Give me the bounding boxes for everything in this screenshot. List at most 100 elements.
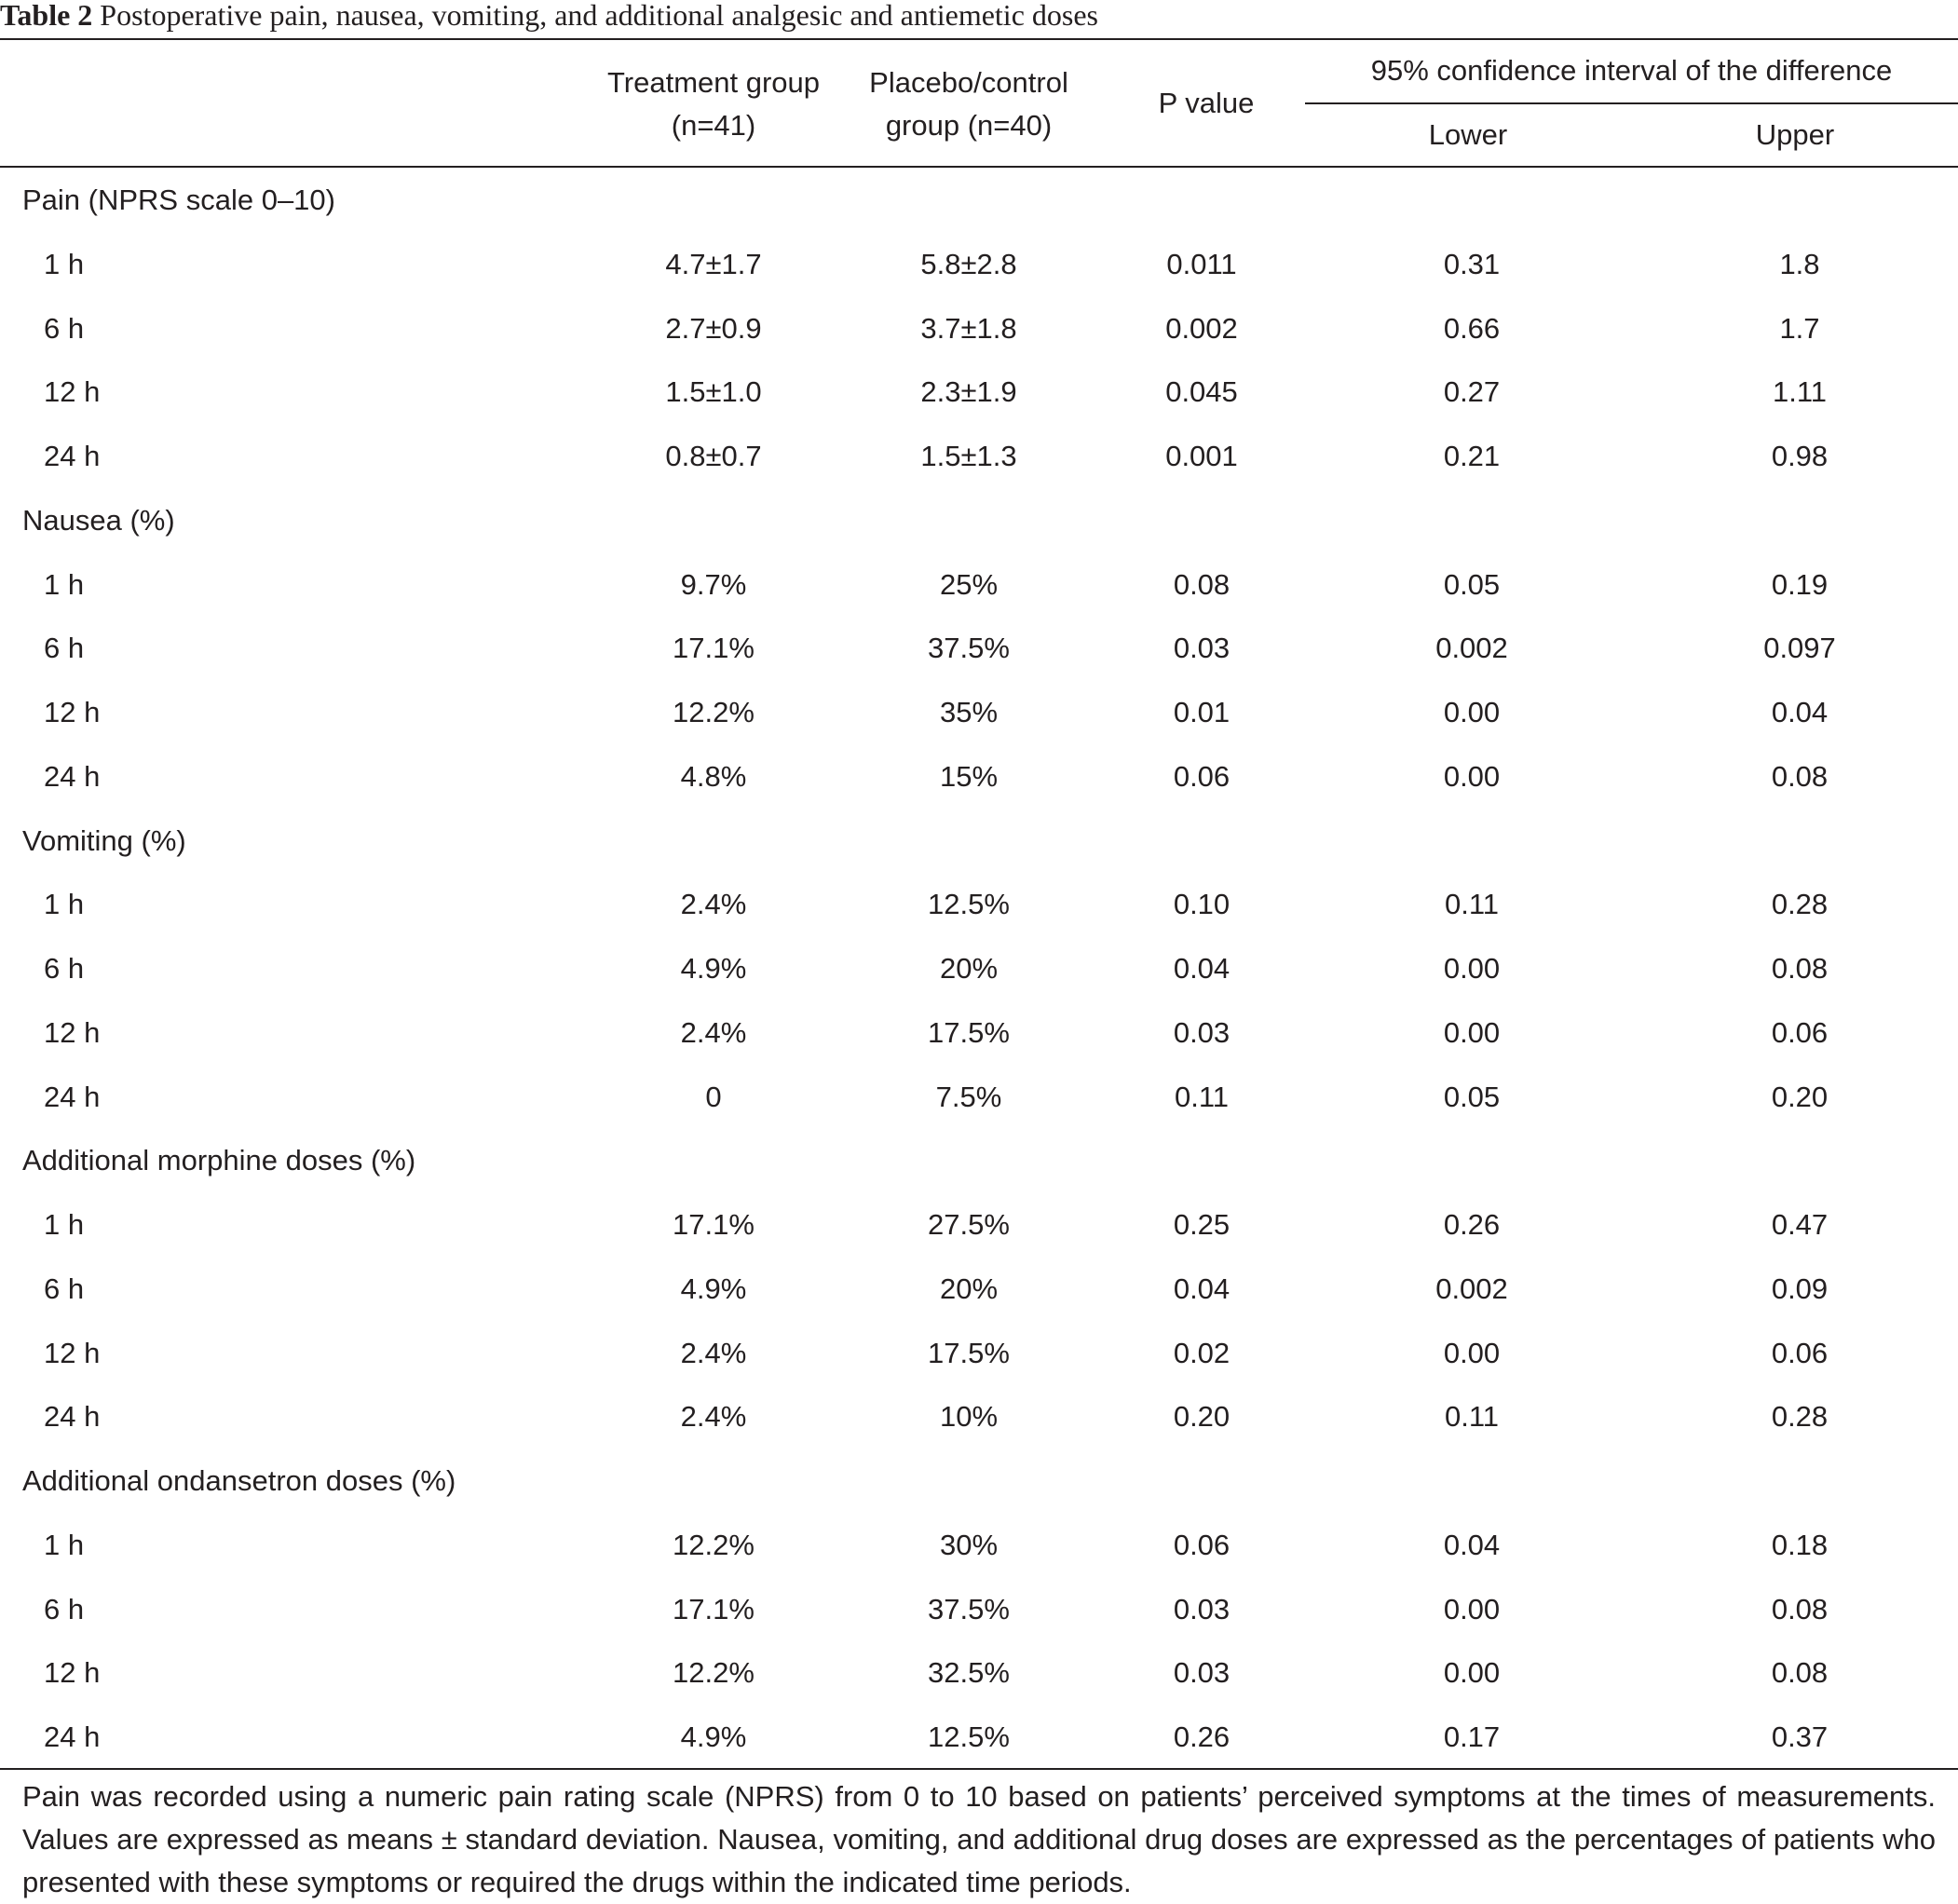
cell-p-value: 0.03 [1173, 1656, 1231, 1690]
cell-treatment: 17.1% [673, 1208, 755, 1241]
cell-upper: 0.08 [1771, 952, 1829, 985]
section-row: Additional morphine doses (%) [0, 1129, 1958, 1193]
cell-placebo: 20% [939, 952, 999, 985]
cell-p-value: 0.08 [1173, 567, 1231, 601]
cell-placebo: 7.5% [935, 1080, 1002, 1113]
cell-p-value: 0.002 [1165, 311, 1238, 345]
cell-time: 6 h [44, 1272, 85, 1305]
cell-placebo: 1.5±1.3 [920, 440, 1017, 472]
cell-treatment: 0 [705, 1080, 722, 1113]
cell-lower: 0.04 [1443, 1528, 1501, 1561]
cell-p-value: 0.03 [1173, 632, 1231, 665]
cell-placebo: 12.5% [928, 1720, 1010, 1753]
table-row: 6 h 4.9% 20% 0.04 0.002 0.09 [0, 1258, 1958, 1322]
header-p-value: P value [1158, 87, 1255, 119]
table-row: 12 h 2.4% 17.5% 0.03 0.00 0.06 [0, 1001, 1958, 1066]
header-placebo-group: Placebo/control group (n=40) [838, 61, 1099, 147]
table-bottom-rule [0, 1768, 1958, 1770]
cell-p-value: 0.001 [1165, 440, 1238, 472]
cell-upper: 0.18 [1771, 1528, 1829, 1561]
cell-upper: 0.08 [1771, 1592, 1829, 1625]
header-upper: Upper [1755, 118, 1835, 151]
section-title: Nausea (%) [22, 503, 175, 537]
cell-upper: 1.8 [1779, 247, 1820, 280]
cell-upper: 0.28 [1771, 888, 1829, 921]
header-treatment-group: Treatment group (n=41) [583, 61, 844, 147]
header-lower: Lower [1428, 118, 1508, 151]
cell-time: 12 h [44, 1656, 101, 1690]
table-caption-label: Table 2 [0, 0, 93, 32]
cell-upper: 0.097 [1763, 632, 1836, 665]
cell-placebo: 17.5% [928, 1336, 1010, 1369]
table-row: 12 h 1.5±1.0 2.3±1.9 0.045 0.27 1.11 [0, 360, 1958, 425]
cell-lower: 0.05 [1443, 1080, 1501, 1113]
section-row: Nausea (%) [0, 489, 1958, 553]
cell-lower: 0.11 [1444, 888, 1500, 921]
section-row: Additional ondansetron doses (%) [0, 1449, 1958, 1514]
cell-p-value: 0.04 [1173, 1272, 1231, 1305]
cell-upper: 0.06 [1771, 1015, 1829, 1049]
table-row: 1 h 9.7% 25% 0.08 0.05 0.19 [0, 553, 1958, 618]
cell-lower: 0.002 [1435, 632, 1508, 665]
cell-upper: 1.11 [1772, 375, 1828, 409]
section-row: Vomiting (%) [0, 809, 1958, 874]
confidence-interval-rule [1305, 102, 1958, 104]
table-footnote: Pain was recorded using a numeric pain r… [22, 1780, 1936, 1898]
table-row: 1 h 17.1% 27.5% 0.25 0.26 0.47 [0, 1193, 1958, 1258]
cell-placebo: 12.5% [928, 888, 1010, 921]
cell-upper: 0.08 [1771, 759, 1829, 793]
cell-lower: 0.27 [1443, 375, 1501, 409]
cell-lower: 0.66 [1443, 311, 1501, 345]
section-title: Pain (NPRS scale 0–10) [22, 184, 335, 216]
cell-p-value: 0.03 [1173, 1015, 1231, 1049]
cell-lower: 0.00 [1443, 1656, 1501, 1690]
cell-treatment: 4.8% [680, 759, 747, 793]
cell-treatment: 12.2% [673, 1656, 755, 1690]
header-placebo-line1: Placebo/control [869, 66, 1068, 99]
cell-treatment: 17.1% [673, 1592, 755, 1625]
cell-placebo: 3.7±1.8 [920, 311, 1017, 345]
cell-lower: 0.00 [1443, 1015, 1501, 1049]
cell-upper: 0.04 [1771, 696, 1829, 728]
cell-placebo: 15% [939, 759, 999, 793]
table-row: 24 h 0.8±0.7 1.5±1.3 0.001 0.21 0.98 [0, 425, 1958, 489]
cell-lower: 0.05 [1443, 567, 1501, 601]
cell-upper: 0.37 [1771, 1720, 1829, 1753]
cell-placebo: 10% [939, 1400, 999, 1434]
table-row: 6 h 2.7±0.9 3.7±1.8 0.002 0.66 1.7 [0, 297, 1958, 361]
cell-p-value: 0.03 [1173, 1592, 1231, 1625]
cell-placebo: 20% [939, 1272, 999, 1305]
cell-p-value: 0.10 [1173, 888, 1231, 921]
table-row: 1 h 4.7±1.7 5.8±2.8 0.011 0.31 1.8 [0, 233, 1958, 297]
cell-lower: 0.11 [1444, 1400, 1500, 1434]
table-caption-title: Postoperative pain, nausea, vomiting, an… [100, 0, 1098, 32]
cell-placebo: 2.3±1.9 [920, 375, 1017, 409]
cell-time: 6 h [44, 311, 85, 345]
cell-p-value: 0.04 [1173, 952, 1231, 985]
cell-treatment: 17.1% [673, 632, 755, 665]
cell-treatment: 0.8±0.7 [665, 440, 762, 472]
table-body: Pain (NPRS scale 0–10) 1 h 4.7±1.7 5.8±2.8 0… [0, 169, 1958, 1770]
cell-time: 24 h [44, 759, 101, 793]
cell-treatment: 4.7±1.7 [665, 247, 762, 280]
header-treatment-line2: (n=41) [671, 109, 756, 142]
cell-lower: 0.17 [1443, 1720, 1501, 1753]
cell-time: 12 h [44, 1336, 101, 1369]
cell-placebo: 17.5% [928, 1015, 1010, 1049]
cell-placebo: 30% [939, 1528, 999, 1561]
cell-p-value: 0.045 [1165, 375, 1238, 409]
cell-time: 1 h [44, 1528, 85, 1561]
cell-treatment: 12.2% [673, 1528, 755, 1561]
cell-p-value: 0.06 [1173, 759, 1231, 793]
cell-p-value: 0.11 [1174, 1080, 1230, 1113]
cell-lower: 0.00 [1443, 1336, 1501, 1369]
cell-treatment: 2.7±0.9 [665, 311, 762, 345]
cell-treatment: 4.9% [680, 1272, 747, 1305]
cell-upper: 0.47 [1771, 1208, 1829, 1241]
table-row: 24 h 4.8% 15% 0.06 0.00 0.08 [0, 745, 1958, 809]
cell-time: 1 h [44, 888, 85, 921]
cell-p-value: 0.01 [1173, 696, 1231, 728]
cell-p-value: 0.26 [1173, 1720, 1231, 1753]
cell-placebo: 37.5% [928, 1592, 1010, 1625]
cell-time: 12 h [44, 375, 101, 409]
